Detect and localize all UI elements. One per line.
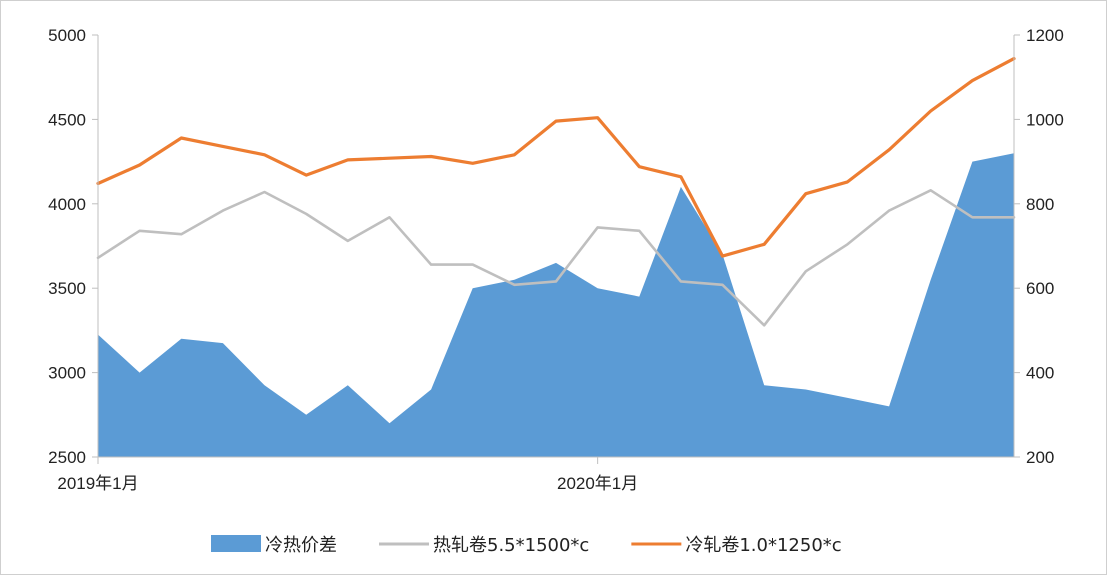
legend-label-0: 冷热价差 — [265, 535, 337, 556]
left-tick-label-0: 2500 — [48, 448, 86, 467]
series-1-line — [96, 189, 1016, 327]
left-tick-label-1: 3000 — [48, 364, 86, 383]
legend: 冷热价差 热轧卷5.5*1500*c 冷轧卷1.0*1250*c — [211, 535, 842, 556]
right-tick-label-3: 800 — [1026, 195, 1054, 214]
series-0-area — [98, 153, 1014, 457]
legend-swatch-0 — [211, 535, 261, 552]
area-layer — [98, 153, 1014, 457]
legend-label-1: 热轧卷5.5*1500*c — [433, 535, 589, 556]
left-tick-label-4: 4500 — [48, 110, 86, 129]
right-tick-label-5: 1200 — [1026, 26, 1064, 45]
left-tick-label-5: 5000 — [48, 26, 86, 45]
left-tick-label-2: 3500 — [48, 279, 86, 298]
right-tick-label-2: 600 — [1026, 279, 1054, 298]
x-tick-label-1: 2020年1月 — [557, 474, 638, 493]
left-tick-label-3: 4000 — [48, 195, 86, 214]
line-layer — [96, 57, 1016, 327]
legend-label-2: 冷轧卷1.0*1250*c — [685, 535, 841, 556]
right-tick-label-4: 1000 — [1026, 110, 1064, 129]
axes-layer: 2500 3000 3500 4000 4500 5000 200 400 600 800 1000… — [48, 26, 1064, 493]
right-tick-label-1: 400 — [1026, 364, 1054, 383]
x-tick-label-0: 2019年1月 — [57, 474, 138, 493]
right-tick-label-0: 200 — [1026, 448, 1054, 467]
series-2-line — [96, 57, 1016, 258]
